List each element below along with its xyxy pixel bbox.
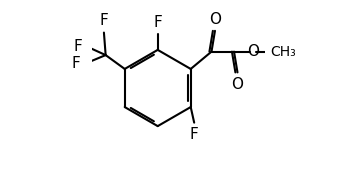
Text: F: F [100,13,108,28]
Text: F: F [190,127,198,142]
Text: CH₃: CH₃ [270,45,296,59]
Text: O: O [231,77,243,92]
Text: O: O [247,44,259,59]
Text: F: F [154,15,162,30]
Text: F: F [74,39,82,54]
Text: F: F [72,56,81,71]
Text: O: O [209,11,221,27]
